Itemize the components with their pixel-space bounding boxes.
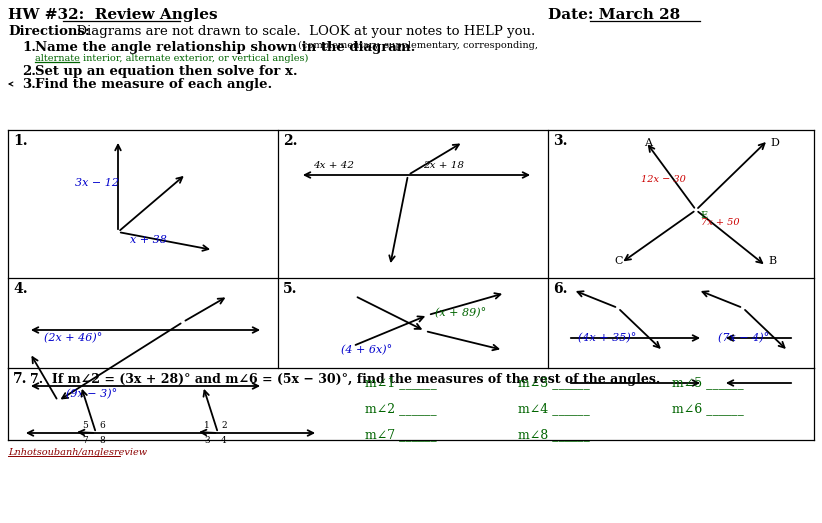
Text: 4: 4	[221, 436, 227, 445]
Text: 7x + 50: 7x + 50	[701, 218, 740, 227]
Text: 3: 3	[204, 436, 210, 445]
Text: 2: 2	[221, 421, 227, 430]
Text: HW #32:  Review Angles: HW #32: Review Angles	[8, 8, 218, 22]
Text: 7.: 7.	[13, 372, 27, 386]
Text: C: C	[614, 256, 622, 266]
Text: 2.: 2.	[283, 134, 298, 148]
Text: 2x + 18: 2x + 18	[423, 161, 464, 170]
Text: A: A	[644, 138, 652, 148]
Text: Lnhotsoubanh/anglesreview: Lnhotsoubanh/anglesreview	[8, 448, 147, 457]
Text: 1: 1	[204, 421, 210, 430]
Text: 3.: 3.	[22, 78, 36, 91]
Text: (complementary, supplementary, corresponding,: (complementary, supplementary, correspon…	[295, 41, 538, 50]
Text: (9x − 3)°: (9x − 3)°	[66, 389, 118, 400]
Text: m∠5 ______: m∠5 ______	[672, 376, 744, 389]
Text: 1.: 1.	[22, 41, 36, 54]
Text: 4.: 4.	[13, 282, 28, 296]
Text: (4x + 35)°: (4x + 35)°	[578, 333, 636, 344]
Text: 3x − 12: 3x − 12	[75, 178, 119, 188]
Text: m∠2 ______: m∠2 ______	[365, 402, 436, 415]
Text: 5.: 5.	[283, 282, 298, 296]
Text: 6.: 6.	[553, 282, 567, 296]
Text: 2.: 2.	[22, 65, 36, 78]
Text: Name the angle relationship shown in the diagram.: Name the angle relationship shown in the…	[35, 41, 415, 54]
Text: m∠7 ______: m∠7 ______	[365, 428, 436, 441]
Text: x + 38: x + 38	[130, 235, 167, 245]
Text: B: B	[768, 256, 776, 266]
Text: 8: 8	[99, 436, 104, 445]
Text: 3.: 3.	[553, 134, 567, 148]
Text: (4 + 6x)°: (4 + 6x)°	[341, 345, 392, 356]
Text: m∠8 ______: m∠8 ______	[518, 428, 589, 441]
Text: 1.: 1.	[13, 134, 28, 148]
Text: 7: 7	[82, 436, 88, 445]
Text: m∠6 ______: m∠6 ______	[672, 402, 744, 415]
Text: 7.  If m∠2 = (3x + 28)° and m∠6 = (5x − 30)°, find the measures of the rest of t: 7. If m∠2 = (3x + 28)° and m∠6 = (5x − 3…	[30, 373, 660, 386]
Text: 4x + 42: 4x + 42	[313, 161, 354, 170]
Text: 12x − 30: 12x − 30	[641, 175, 686, 184]
Text: m∠3 ______: m∠3 ______	[518, 376, 589, 389]
Text: E: E	[700, 211, 707, 220]
Text: (x + 89)°: (x + 89)°	[435, 308, 487, 319]
Text: alternate interior, alternate exterior, or vertical angles): alternate interior, alternate exterior, …	[35, 54, 308, 63]
Text: D: D	[770, 138, 779, 148]
Text: 6: 6	[99, 421, 104, 430]
Text: Set up an equation then solve for x.: Set up an equation then solve for x.	[35, 65, 298, 78]
Text: Directions:: Directions:	[8, 25, 90, 38]
Text: (2x + 46)°: (2x + 46)°	[44, 333, 103, 344]
Text: m∠4 ______: m∠4 ______	[518, 402, 589, 415]
Text: (7x − 4)°: (7x − 4)°	[718, 333, 769, 344]
Text: Find the measure of each angle.: Find the measure of each angle.	[35, 78, 272, 91]
Text: Date: March 28: Date: March 28	[548, 8, 681, 22]
Text: 5: 5	[82, 421, 88, 430]
Text: m∠1 ______: m∠1 ______	[365, 376, 436, 389]
Text: Diagrams are not drawn to scale.  LOOK at your notes to HELP you.: Diagrams are not drawn to scale. LOOK at…	[68, 25, 535, 38]
